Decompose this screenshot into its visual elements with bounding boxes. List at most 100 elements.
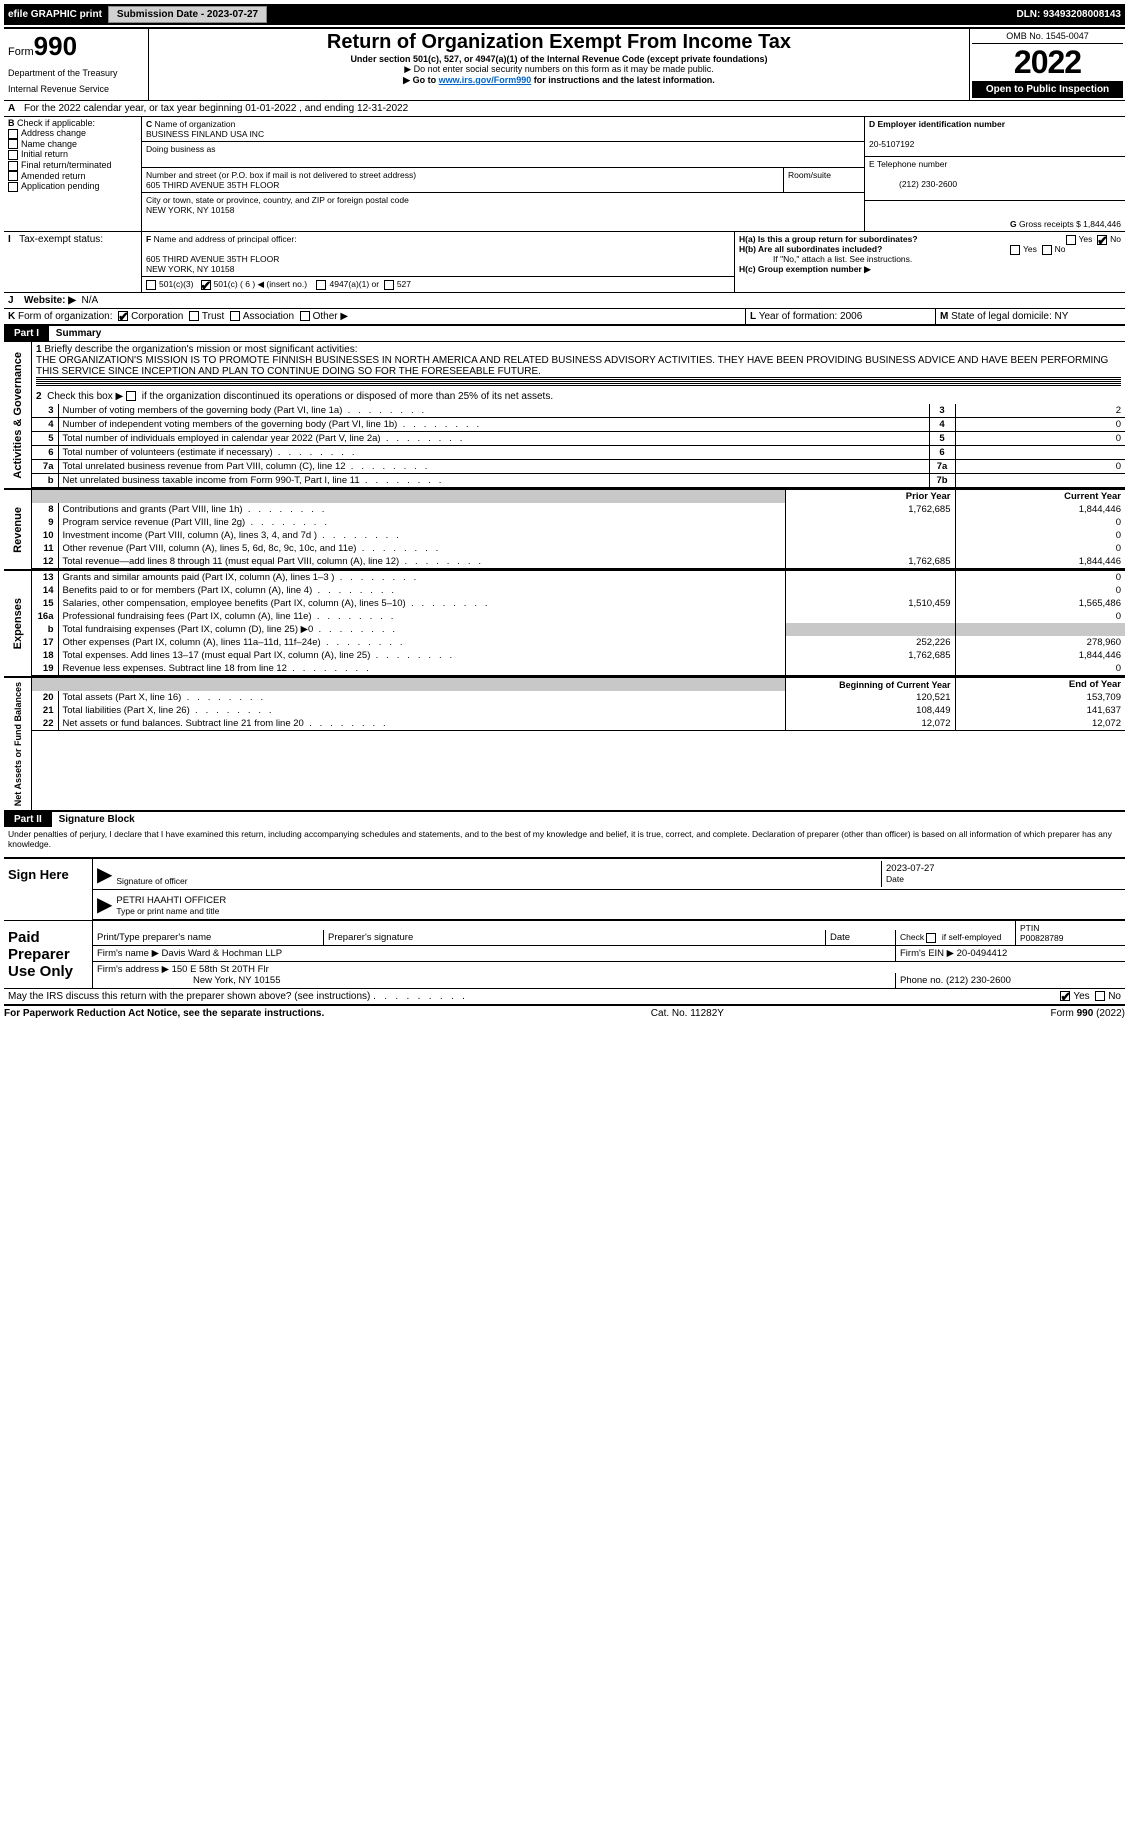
part2-label: Part II: [4, 812, 52, 827]
col-begin-year: Beginning of Current Year: [785, 678, 955, 691]
ptin-value: P00828789: [1020, 933, 1064, 943]
efile-label: efile GRAPHIC print: [8, 9, 102, 20]
table-netassets: Beginning of Current Year End of Year 20…: [32, 678, 1125, 731]
chk-ha-yes[interactable]: [1066, 235, 1076, 245]
officer-name-label: Type or print name and title: [116, 906, 219, 916]
chk-4947[interactable]: [316, 280, 326, 290]
chk-501c3[interactable]: [146, 280, 156, 290]
line-2-text: Check this box ▶ if the organization dis…: [47, 391, 553, 402]
table-governance: 3Number of voting members of the governi…: [32, 404, 1125, 488]
line-j: J Website: ▶ N/A: [4, 293, 1125, 309]
opt-other: Other ▶: [313, 311, 348, 322]
form-title: Return of Organization Exempt From Incom…: [155, 31, 963, 54]
box-h: H(a) Is this a group return for subordin…: [735, 232, 1125, 292]
lbl-address-change: Address change: [21, 128, 86, 138]
chk-name-change[interactable]: [8, 139, 18, 149]
city-label: City or town, state or province, country…: [146, 195, 409, 205]
chk-line2[interactable]: [126, 391, 136, 401]
table-row: 7aTotal unrelated business revenue from …: [32, 460, 1125, 474]
line-1-label: Briefly describe the organization's miss…: [44, 344, 357, 355]
firm-phone-label: Phone no.: [900, 975, 943, 986]
chk-discuss-no[interactable]: [1095, 991, 1105, 1001]
line-k-label: K: [8, 311, 15, 322]
part1-label: Part I: [4, 326, 49, 341]
header-left: Form990 Department of the Treasury Inter…: [4, 29, 149, 100]
prep-col-date: Date: [825, 930, 895, 945]
prep-col-name: Print/Type preparer's name: [93, 930, 323, 945]
line-i-text: Tax-exempt status:: [19, 234, 103, 245]
chk-trust[interactable]: [189, 311, 199, 321]
declaration-text: Under penalties of perjury, I declare th…: [4, 827, 1125, 858]
dba-label: Doing business as: [146, 144, 215, 154]
tax-year: 2022: [972, 44, 1123, 81]
col-current-year: Current Year: [955, 490, 1125, 503]
form-subtitle: Under section 501(c), 527, or 4947(a)(1)…: [155, 54, 963, 64]
prep-col-sig: Preparer's signature: [323, 930, 825, 945]
form-id: Form990: [8, 31, 144, 62]
chk-final-return[interactable]: [8, 161, 18, 171]
sig-arrow-icon: ▶: [97, 862, 112, 887]
chk-amended-return[interactable]: [8, 171, 18, 181]
section-netassets: Net Assets or Fund Balances Beginning of…: [4, 677, 1125, 812]
lbl-name-change: Name change: [21, 139, 77, 149]
firm-ein: 20-0494412: [957, 948, 1008, 959]
table-row: bTotal fundraising expenses (Part IX, co…: [32, 623, 1125, 636]
chk-hb-no[interactable]: [1042, 245, 1052, 255]
open-to-public: Open to Public Inspection: [972, 81, 1123, 98]
firm-addr1: 150 E 58th St 20TH Flr: [172, 964, 269, 975]
footer-form-suffix: (2022): [1093, 1008, 1125, 1019]
chk-other[interactable]: [300, 311, 310, 321]
chk-app-pending[interactable]: [8, 182, 18, 192]
chk-ha-no[interactable]: [1097, 235, 1107, 245]
form-warning: ▶ Do not enter social security numbers o…: [155, 64, 963, 75]
box-deg: D Employer identification number 20-5107…: [865, 117, 1125, 231]
opt-trust: Trust: [202, 311, 224, 322]
prep-col-ptin: PTIN P00828789: [1015, 921, 1125, 945]
chk-501c[interactable]: [201, 280, 211, 290]
table-expenses: 13Grants and similar amounts paid (Part …: [32, 571, 1125, 676]
line-1: 1 Briefly describe the organization's mi…: [32, 342, 1125, 389]
room-label: Room/suite: [784, 168, 864, 192]
chk-hb-yes[interactable]: [1010, 245, 1020, 255]
dln-label: DLN: 93493208008143: [1016, 9, 1121, 20]
sign-here-section: Sign Here ▶ Signature of officer 2023-07…: [4, 858, 1125, 920]
submission-date-button[interactable]: Submission Date - 2023-07-27: [108, 6, 267, 23]
chk-527[interactable]: [384, 280, 394, 290]
box-d-label: D Employer identification number: [869, 119, 1005, 129]
chk-selfemp[interactable]: [926, 933, 936, 943]
officer-addr1: 605 THIRD AVENUE 35TH FLOOR: [146, 254, 279, 264]
table-revenue: Prior Year Current Year 8Contributions a…: [32, 490, 1125, 569]
line-l-text: Year of formation: 2006: [759, 311, 863, 322]
table-row: 22Net assets or fund balances. Subtract …: [32, 717, 1125, 731]
form-header: Form990 Department of the Treasury Inter…: [4, 27, 1125, 101]
entity-block: B Check if applicable: Address change Na…: [4, 117, 1125, 232]
chk-address-change[interactable]: [8, 129, 18, 139]
box-b: B Check if applicable: Address change Na…: [4, 117, 142, 231]
table-row: 18Total expenses. Add lines 13–17 (must …: [32, 649, 1125, 662]
line-a-label: A: [4, 101, 20, 116]
box-c-label: C: [146, 119, 152, 129]
chk-discuss-yes[interactable]: [1060, 991, 1070, 1001]
paid-preparer-label: Paid Preparer Use Only: [4, 921, 92, 988]
chk-corp[interactable]: [118, 311, 128, 321]
chk-assoc[interactable]: [230, 311, 240, 321]
opt-corp: Corporation: [131, 311, 183, 322]
line-2: 2 Check this box ▶ if the organization d…: [32, 389, 1125, 404]
table-row: 6Total number of volunteers (estimate if…: [32, 446, 1125, 460]
box-f: F Name and address of principal officer:…: [142, 232, 735, 292]
table-row: 20Total assets (Part X, line 16) . . . .…: [32, 691, 1125, 704]
lbl-app-pending: Application pending: [21, 181, 100, 191]
box-g-label: G: [1010, 219, 1017, 229]
omb-number: OMB No. 1545-0047: [972, 31, 1123, 44]
table-row: 13Grants and similar amounts paid (Part …: [32, 571, 1125, 584]
chk-initial-return[interactable]: [8, 150, 18, 160]
addr-label: Number and street (or P.O. box if mail i…: [146, 170, 416, 180]
table-row: 10Investment income (Part VIII, column (…: [32, 529, 1125, 542]
box-c-name-label: Name of organization: [155, 119, 236, 129]
dept-irs: Internal Revenue Service: [8, 84, 144, 94]
section-revenue: Revenue Prior Year Current Year 8Contrib…: [4, 489, 1125, 570]
gross-receipts: Gross receipts $ 1,844,446: [1019, 219, 1121, 229]
sig-date: 2023-07-27: [886, 863, 1117, 874]
goto-link[interactable]: www.irs.gov/Form990: [439, 75, 532, 85]
header-right: OMB No. 1545-0047 2022 Open to Public In…: [970, 29, 1125, 100]
